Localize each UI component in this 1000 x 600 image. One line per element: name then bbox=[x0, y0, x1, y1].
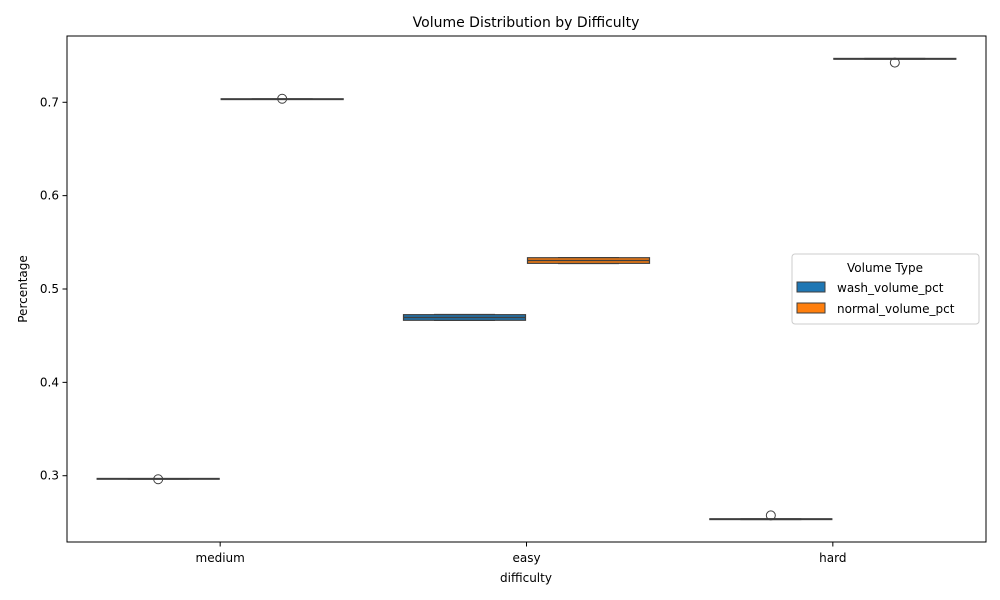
outlier-point bbox=[889, 57, 900, 68]
x-tick-label-hard: hard bbox=[819, 551, 846, 565]
legend-frame bbox=[791, 253, 980, 325]
legend-swatch-wash-volume-pct bbox=[796, 281, 826, 293]
box-normal_volume_pct-medium bbox=[220, 93, 344, 104]
chart-title: Volume Distribution by Difficulty bbox=[413, 15, 640, 31]
legend: Volume Type wash_volume_pct normal_volum… bbox=[791, 253, 980, 325]
x-axis-label: difficulty bbox=[500, 571, 552, 585]
y-tick-label-0.7: 0.7 bbox=[40, 95, 59, 109]
box-wash_volume_pct-easy bbox=[402, 313, 527, 322]
box-wash_volume_pct-medium bbox=[96, 474, 220, 485]
legend-label-normal-volume-pct: normal_volume_pct bbox=[837, 302, 955, 316]
plot-area bbox=[96, 57, 957, 521]
legend-swatch-normal-volume-pct bbox=[796, 302, 826, 314]
box-normal_volume_pct-easy bbox=[526, 256, 651, 265]
outlier-point bbox=[277, 93, 288, 104]
y-tick-label-0.5: 0.5 bbox=[40, 282, 59, 296]
box-normal_volume_pct-hard bbox=[833, 57, 957, 68]
outlier-point bbox=[765, 510, 776, 521]
legend-label-wash-volume-pct: wash_volume_pct bbox=[837, 281, 944, 295]
y-axis: 0.3 0.4 0.5 0.6 0.7 bbox=[40, 95, 67, 483]
x-tick-label-medium: medium bbox=[196, 551, 245, 565]
legend-title: Volume Type bbox=[847, 261, 923, 275]
y-tick-label-0.6: 0.6 bbox=[40, 189, 59, 203]
y-tick-label-0.4: 0.4 bbox=[40, 375, 59, 389]
y-tick-label-0.3: 0.3 bbox=[40, 469, 59, 483]
box-wash_volume_pct-hard bbox=[709, 510, 833, 521]
outlier-point bbox=[153, 474, 164, 485]
y-axis-label: Percentage bbox=[16, 255, 30, 323]
x-axis: medium easy hard bbox=[196, 542, 846, 565]
x-tick-label-easy: easy bbox=[512, 551, 540, 565]
